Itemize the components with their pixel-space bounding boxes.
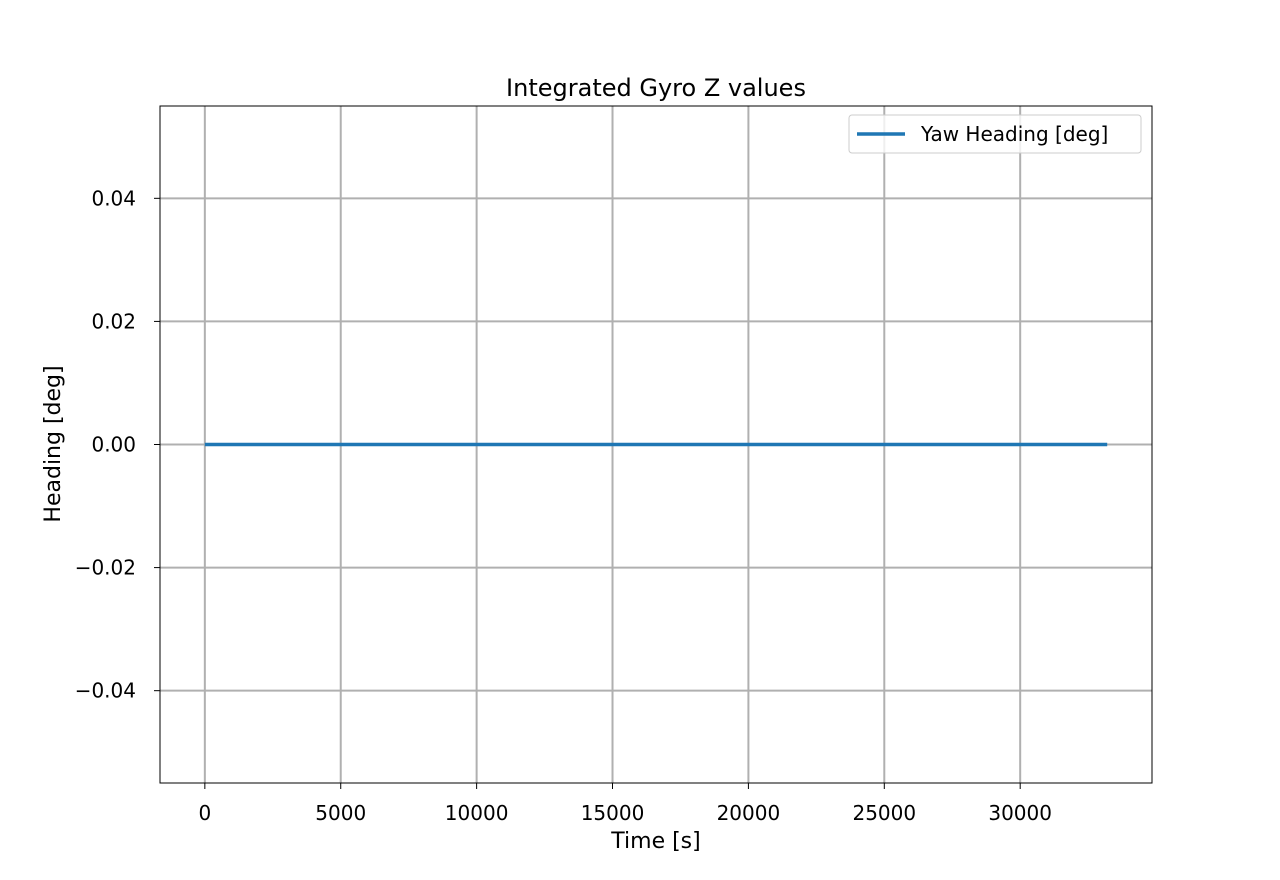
y-tick-label: 0.02: [91, 309, 136, 333]
y-tick-label: 0.00: [91, 433, 136, 457]
legend-box: [848, 114, 1142, 154]
chart-title: Integrated Gyro Z values: [506, 74, 806, 102]
x-axis-label: Time [s]: [610, 829, 700, 854]
x-axis-ticks: 0 5000 10000 15000 20000 25000 30000: [198, 783, 1052, 825]
y-axis-ticks: 0.04 0.02 0.00 −0.02 −0.04: [75, 186, 160, 703]
y-axis-label: Heading [deg]: [41, 365, 66, 522]
legend-label: Yaw Heading [deg]: [920, 122, 1108, 146]
y-tick-label: 0.04: [91, 186, 136, 210]
x-tick-label: 15000: [581, 801, 645, 825]
x-tick-label: 25000: [852, 801, 916, 825]
y-tick-label: −0.02: [75, 556, 136, 580]
y-tick-label: −0.04: [75, 679, 136, 703]
x-tick-label: 30000: [988, 801, 1052, 825]
x-tick-label: 20000: [717, 801, 781, 825]
x-tick-label: 0: [198, 801, 211, 825]
x-tick-label: 5000: [315, 801, 366, 825]
x-tick-label: 10000: [445, 801, 509, 825]
legend: Yaw Heading [deg]: [848, 114, 1142, 154]
